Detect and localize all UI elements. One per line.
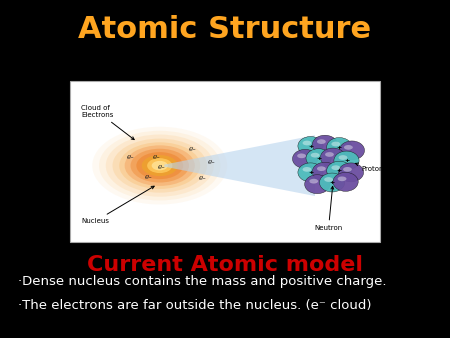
Ellipse shape — [325, 152, 334, 157]
Ellipse shape — [327, 161, 352, 180]
Text: Proton: Proton — [355, 163, 383, 172]
Ellipse shape — [338, 155, 347, 160]
Ellipse shape — [298, 163, 323, 182]
Ellipse shape — [99, 131, 220, 200]
Ellipse shape — [106, 135, 214, 197]
Ellipse shape — [333, 172, 358, 191]
Text: +: + — [337, 145, 342, 149]
Text: e–: e– — [153, 153, 160, 161]
Ellipse shape — [331, 165, 340, 170]
Text: Current Atomic model: Current Atomic model — [87, 255, 363, 275]
Ellipse shape — [320, 148, 346, 167]
Ellipse shape — [297, 153, 306, 158]
Text: +: + — [329, 180, 335, 185]
FancyBboxPatch shape — [70, 81, 380, 242]
Text: +: + — [337, 168, 342, 173]
Ellipse shape — [306, 149, 331, 168]
Ellipse shape — [317, 166, 326, 171]
Ellipse shape — [130, 149, 189, 183]
Ellipse shape — [298, 137, 323, 155]
Ellipse shape — [92, 127, 227, 204]
Ellipse shape — [302, 141, 311, 145]
Ellipse shape — [317, 139, 326, 144]
Text: +: + — [344, 158, 349, 163]
Ellipse shape — [292, 149, 318, 168]
Text: Cloud of
Electrons: Cloud of Electrons — [81, 105, 134, 140]
Text: Atomic Structure: Atomic Structure — [78, 15, 372, 44]
Ellipse shape — [344, 145, 353, 150]
Text: e–: e– — [127, 153, 134, 161]
Ellipse shape — [338, 163, 364, 182]
Text: +: + — [316, 156, 321, 161]
Text: Nucleus: Nucleus — [81, 186, 154, 224]
Ellipse shape — [302, 167, 311, 172]
Ellipse shape — [334, 151, 359, 170]
Ellipse shape — [152, 161, 168, 170]
Ellipse shape — [312, 135, 338, 154]
Text: +: + — [308, 170, 313, 175]
Polygon shape — [164, 135, 315, 196]
Ellipse shape — [312, 162, 338, 181]
Ellipse shape — [125, 145, 195, 186]
Ellipse shape — [112, 139, 207, 193]
Ellipse shape — [119, 142, 200, 189]
Text: e–: e– — [189, 145, 196, 153]
Ellipse shape — [309, 179, 318, 184]
Text: ·The electrons are far outside the nucleus. (e⁻ cloud): ·The electrons are far outside the nucle… — [18, 299, 372, 312]
Ellipse shape — [305, 175, 330, 194]
Text: e–: e– — [199, 174, 206, 183]
Ellipse shape — [327, 138, 352, 156]
Ellipse shape — [343, 167, 352, 172]
Ellipse shape — [136, 152, 183, 179]
Ellipse shape — [320, 173, 345, 192]
Text: ·Dense nucleus contains the mass and positive charge.: ·Dense nucleus contains the mass and pos… — [18, 275, 387, 288]
Ellipse shape — [338, 176, 346, 181]
Ellipse shape — [310, 153, 320, 158]
Text: Neutron: Neutron — [315, 186, 342, 232]
Ellipse shape — [331, 142, 340, 146]
Text: e–: e– — [158, 163, 166, 171]
Ellipse shape — [147, 158, 172, 173]
Text: e–: e– — [145, 173, 152, 182]
Text: +: + — [308, 144, 313, 148]
Text: e–: e– — [208, 158, 215, 166]
Ellipse shape — [339, 141, 365, 160]
Ellipse shape — [142, 155, 178, 176]
Ellipse shape — [324, 177, 333, 182]
